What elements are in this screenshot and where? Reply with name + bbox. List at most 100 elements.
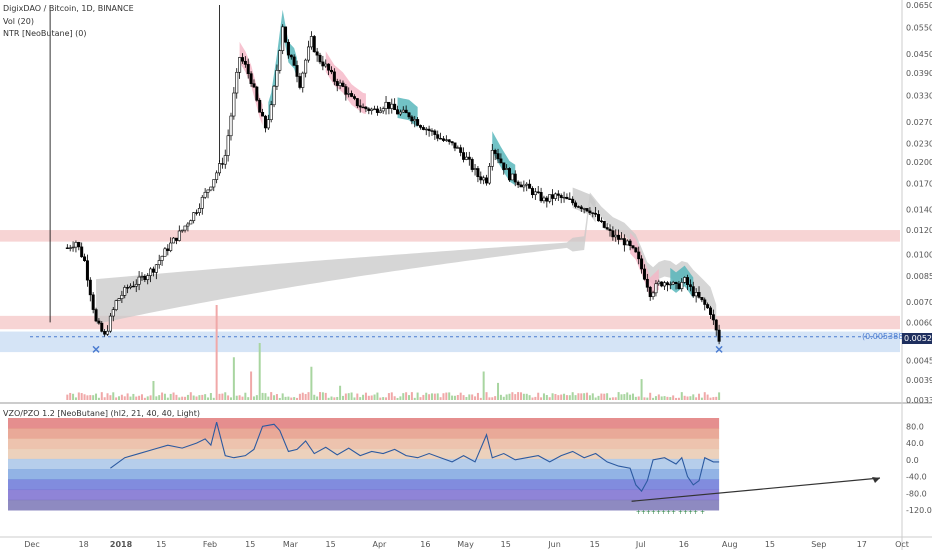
volume-bar — [603, 393, 606, 400]
volume-bar — [410, 392, 413, 400]
candle-body — [309, 36, 313, 48]
candle-body — [671, 281, 675, 285]
candle-body — [361, 106, 365, 109]
volume-bar — [319, 392, 321, 400]
volume-bar — [706, 394, 709, 400]
candle-body — [381, 108, 385, 112]
candle-body — [700, 297, 704, 301]
volume-bar — [399, 396, 402, 400]
volume-bar — [609, 397, 611, 400]
candle-body — [467, 156, 471, 160]
oscillator-zone — [8, 418, 720, 429]
candle-body — [487, 166, 491, 184]
candle-body — [657, 281, 661, 285]
oscillator-tick-label: 40.0 — [906, 439, 924, 448]
time-tick-label: 15 — [326, 540, 336, 549]
candle-body — [126, 287, 130, 289]
volume-bar — [106, 393, 109, 400]
candle-body — [88, 279, 92, 296]
volume-bar — [189, 392, 192, 400]
volume-bar — [232, 357, 235, 400]
volume-bar — [327, 397, 330, 400]
oscillator-zone — [8, 438, 720, 450]
volume-bar — [680, 392, 683, 400]
candle-body — [663, 282, 667, 287]
candle-body — [151, 268, 155, 273]
candle-body — [189, 220, 193, 225]
candle-body — [533, 191, 537, 196]
candle-body — [576, 206, 580, 208]
volume-bar — [643, 397, 646, 400]
candle-body — [711, 314, 715, 321]
candle-body — [619, 238, 623, 240]
volume-bar — [373, 394, 376, 400]
volume-bar — [126, 393, 129, 400]
candle-body — [464, 156, 468, 160]
volume-bar — [333, 397, 336, 400]
candle-body — [134, 283, 138, 287]
candle-body — [441, 138, 445, 141]
volume-bar — [252, 396, 255, 400]
volume-bar — [296, 397, 299, 400]
volume-bar — [540, 397, 543, 400]
volume-bar — [574, 395, 577, 400]
candle-body — [525, 183, 529, 186]
volume-bar — [430, 393, 433, 400]
volume-bar — [563, 393, 566, 400]
time-tick-label: 2018 — [110, 540, 133, 549]
candle-body — [295, 65, 299, 77]
candle-body — [459, 147, 463, 153]
volume-bar — [551, 393, 554, 400]
volume-bar — [258, 343, 261, 400]
time-tick-label: Feb — [203, 540, 217, 549]
volume-bar — [606, 393, 609, 400]
candle-body — [683, 277, 687, 283]
candle-body — [565, 196, 569, 200]
candle-body — [436, 134, 440, 139]
volume-bar — [221, 393, 224, 400]
volume-bar — [631, 393, 634, 400]
volume-bar — [634, 396, 637, 400]
volume-bar — [695, 397, 698, 400]
candle-body — [315, 51, 319, 56]
candle-body — [128, 285, 132, 288]
volume-bar — [362, 394, 365, 400]
volume-bar — [594, 397, 597, 400]
candle-body — [559, 195, 563, 198]
volume-bar — [307, 392, 310, 400]
volume-bar — [247, 397, 250, 400]
volume-bar — [537, 392, 540, 400]
candle-body — [539, 192, 543, 202]
candle-body — [106, 330, 110, 335]
candle-body — [114, 300, 118, 310]
volume-bar — [660, 396, 663, 400]
time-tick-label: Jul — [635, 540, 646, 549]
candle-body — [332, 71, 336, 82]
volume-indicator-label: Vol (20) — [3, 17, 34, 26]
candle-body — [370, 108, 374, 111]
candle-body — [654, 283, 658, 294]
candle-body — [68, 247, 72, 249]
time-tick-label: 15 — [156, 540, 166, 549]
volume-bar — [129, 396, 132, 400]
candle-body — [574, 202, 578, 207]
candle-body — [611, 230, 615, 238]
volume-bar — [158, 395, 161, 400]
volume-bar — [528, 395, 531, 400]
volume-bar — [393, 396, 396, 400]
volume-bar — [298, 393, 301, 400]
volume-bar — [577, 393, 580, 400]
volume-bar — [554, 394, 557, 400]
volume-bar — [275, 394, 278, 400]
volume-bar — [321, 392, 324, 400]
volume-bar — [175, 394, 178, 400]
time-tick-label: Oct — [895, 540, 909, 549]
candle-body — [140, 276, 144, 278]
candle-body — [450, 141, 454, 144]
volume-bar — [77, 392, 80, 400]
price-tick-label: 0.003350 — [906, 396, 932, 405]
candle-body — [439, 138, 443, 140]
candle-body — [642, 268, 646, 280]
volume-bar — [488, 397, 491, 400]
volume-bar — [525, 393, 528, 400]
